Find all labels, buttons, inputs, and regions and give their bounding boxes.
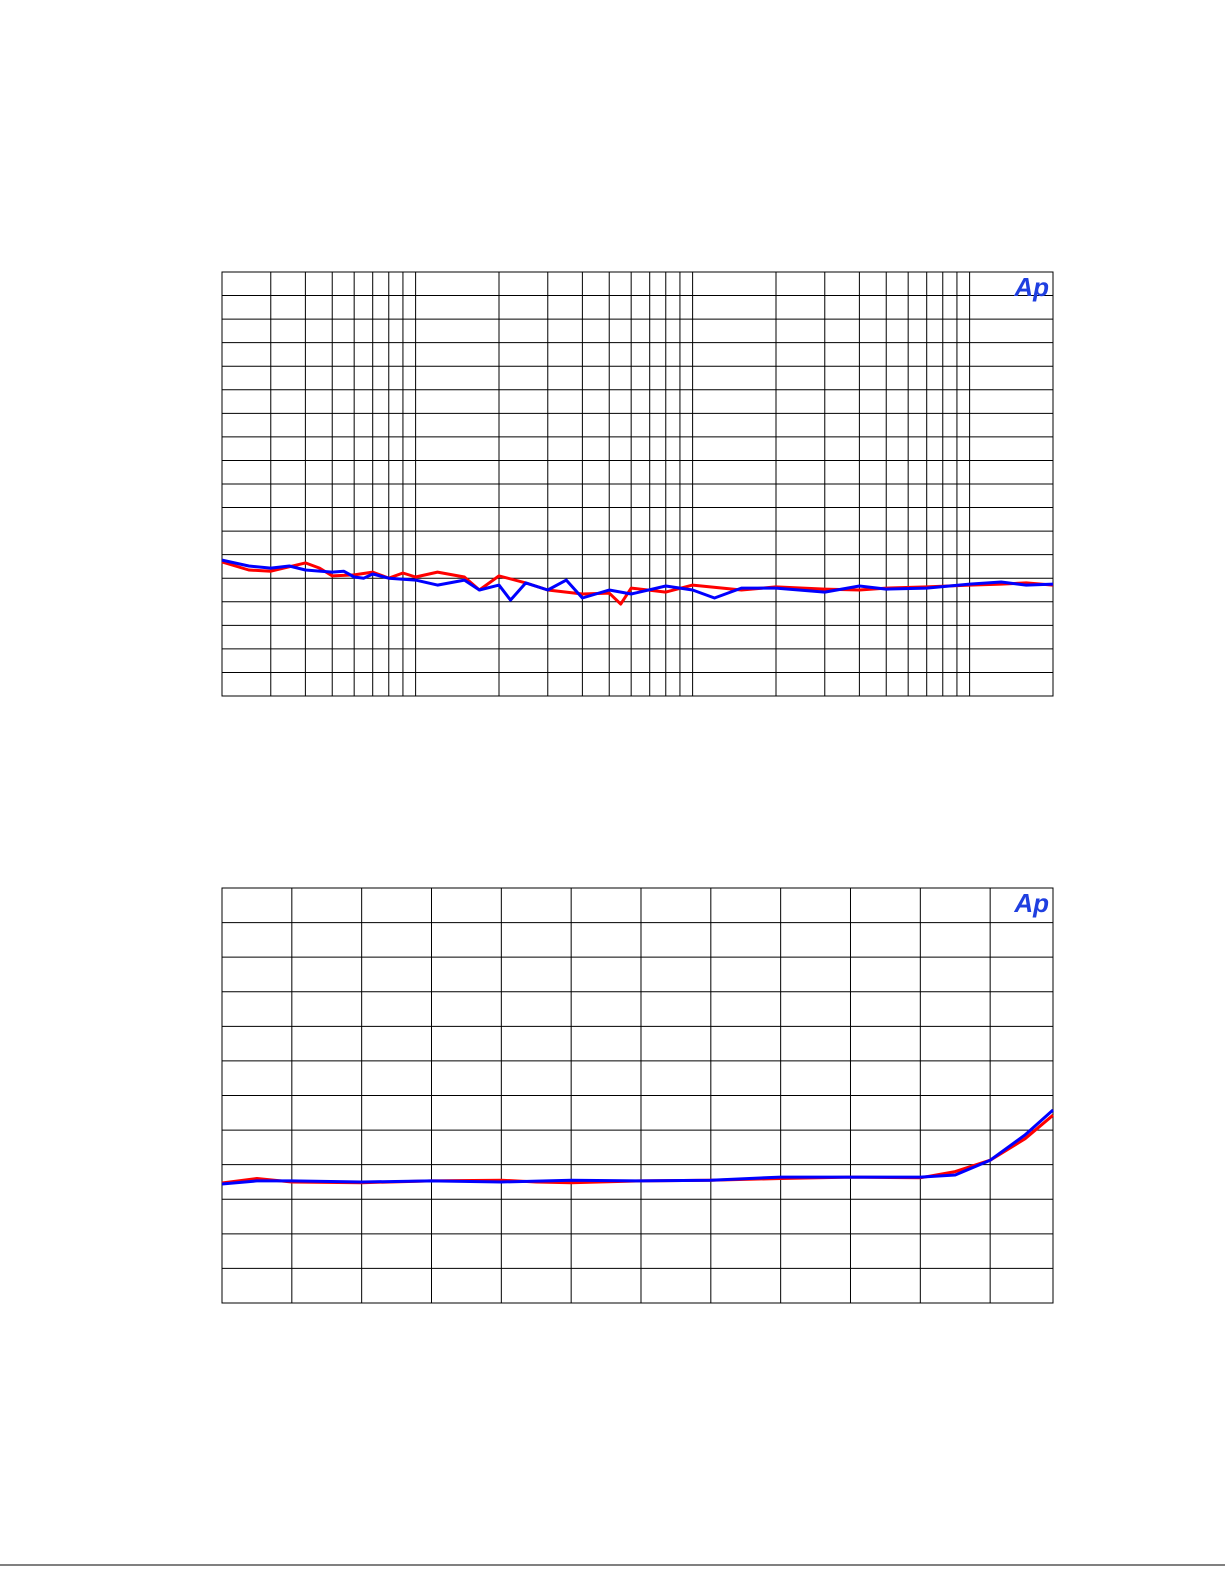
logo: Ap xyxy=(1013,272,1049,302)
data-line xyxy=(221,1108,1054,1186)
logo: Ap xyxy=(1013,888,1049,918)
data-line xyxy=(221,558,1054,602)
